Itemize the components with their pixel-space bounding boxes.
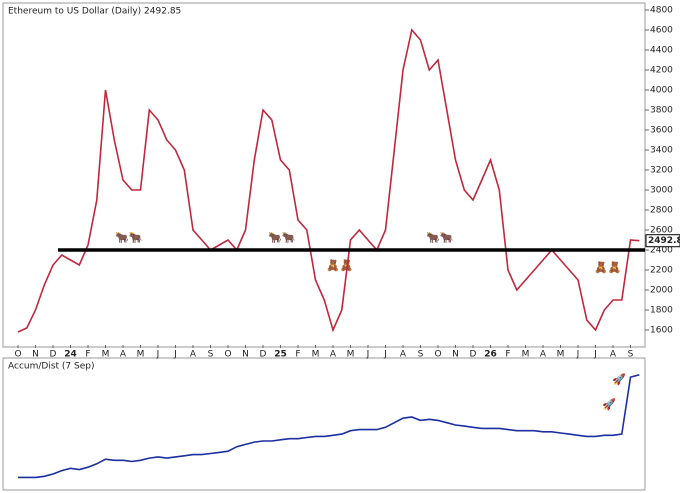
last-value-label: 2492.85 (648, 236, 680, 246)
bull-icon: 🐂🐂 (115, 231, 143, 244)
x-tick-label: A (400, 350, 407, 360)
x-tick-label: M (522, 350, 530, 360)
rocket-icon: 🚀 (602, 398, 616, 411)
x-tick-label: N (242, 350, 249, 360)
x-tick-label: D (260, 350, 267, 360)
x-tick-label: O (434, 350, 441, 360)
y-tick-label: 4200 (650, 66, 673, 76)
x-tick-label: A (120, 350, 127, 360)
bull-icon: 🐂🐂 (426, 231, 454, 244)
x-tick-label: M (102, 350, 110, 360)
data-line (18, 374, 640, 479)
last-value-box (645, 234, 680, 248)
y-tick-label: 3200 (650, 166, 673, 176)
x-tick-label: M (557, 350, 565, 360)
y-tick-label: 3800 (650, 106, 673, 116)
panel-title: Accum/Dist (7 Sep) (8, 362, 94, 372)
x-tick-label: D (470, 350, 477, 360)
x-tick-label: J (383, 350, 387, 360)
bear-icon: 🧸🧸 (326, 259, 353, 272)
accum-panel (2, 357, 646, 491)
x-tick-label: A (330, 350, 337, 360)
x-tick-label: O (14, 350, 21, 360)
x-tick-label: M (137, 350, 145, 360)
x-tick-label: J (593, 350, 597, 360)
x-tick-label: A (540, 350, 547, 360)
x-tick-label: F (295, 350, 300, 360)
y-tick-label: 3600 (650, 126, 673, 136)
y-tick-label: 2600 (650, 226, 673, 236)
x-tick-label: F (85, 350, 90, 360)
x-tick-label: D (50, 350, 57, 360)
y-tick-label: 2400 (650, 246, 673, 256)
y-tick-label: 1800 (650, 306, 673, 316)
bear-icon: 🧸🧸 (594, 261, 621, 274)
y-tick-label: 2000 (650, 286, 673, 296)
x-tick-label: N (452, 350, 459, 360)
icons: 🐂🐂 🐂🐂 🐂🐂 🧸🧸 🧸🧸 🚀 🚀 (115, 231, 626, 411)
x-tick-label: A (190, 350, 197, 360)
y-tick-label: 4800 (650, 6, 673, 16)
x-tick-label: S (418, 350, 424, 360)
x-tick-label: N (32, 350, 39, 360)
x-tick-label: J (366, 350, 370, 360)
y-tick-label: 3400 (650, 146, 673, 156)
x-tick-label: F (505, 350, 510, 360)
x-tick-label: M (312, 350, 320, 360)
y-tick-label: 4000 (650, 86, 673, 96)
x-tick-label: S (208, 350, 214, 360)
data-line (17, 28, 640, 333)
y-tick-label: 3000 (650, 186, 673, 196)
price-panel (2, 2, 646, 348)
y-tick-label: 1600 (650, 326, 673, 336)
x-tick-label: 25 (274, 350, 287, 360)
x-tick-label: J (173, 350, 177, 360)
x-tick-label: O (224, 350, 231, 360)
x-tick-label: J (156, 350, 160, 360)
y-tick-label: 4400 (650, 46, 673, 56)
x-tick-label: 26 (484, 350, 497, 360)
x-tick-label: S (628, 350, 634, 360)
y-tick-label: 2200 (650, 266, 673, 276)
x-tick-label: A (610, 350, 617, 360)
y-tick-label: 2800 (650, 206, 673, 216)
rocket-icon: 🚀 (612, 373, 626, 386)
x-tick-label: J (576, 350, 580, 360)
chart-title: Ethereum to US Dollar (Daily) 2492.85 (8, 7, 181, 17)
y-tick-label: 4600 (650, 26, 673, 36)
x-tick-label: M (347, 350, 355, 360)
bull-icon: 🐂🐂 (268, 231, 296, 244)
x-tick-label: 24 (64, 350, 77, 360)
